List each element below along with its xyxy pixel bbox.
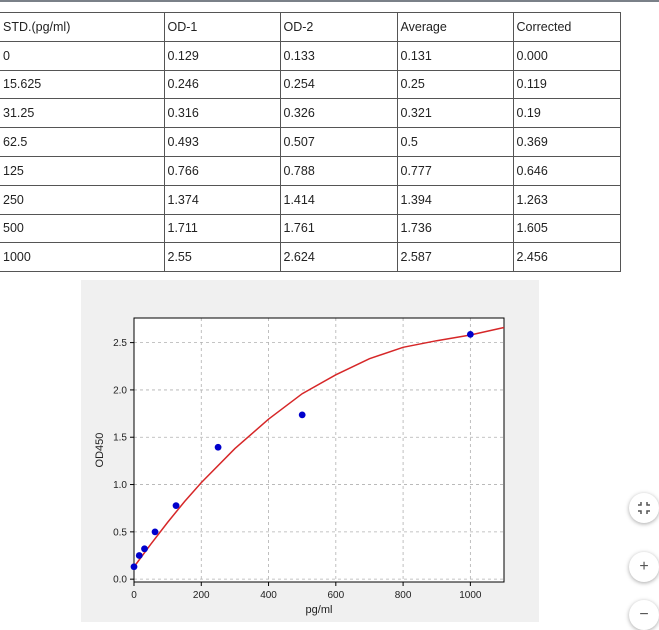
table-row: 250 1.374 1.414 1.394 1.263: [0, 184, 621, 215]
y-tick-label: 0.5: [113, 527, 127, 538]
standard-curve-chart: 0 200 400 600 800 1000 0.0 0.5 1.0 1.5 2.0 2.5 pg/ml…: [81, 280, 539, 622]
table-cell: 2.624: [279, 242, 398, 273]
table-cell: 0.119: [512, 69, 621, 100]
standard-curve-table: STD.(pg/ml) OD-1 OD-2 Average Corrected 0 0.12…: [0, 12, 621, 273]
table-cell: 62.5: [0, 127, 165, 157]
table-cell: 2.456: [512, 242, 621, 273]
x-tick-label: 200: [193, 590, 210, 601]
table-cell: 0.316: [163, 98, 281, 129]
table-cell: 0.25: [396, 69, 514, 100]
data-point: [298, 411, 306, 419]
table-cell: 0.788: [279, 155, 398, 186]
data-point: [214, 443, 222, 451]
table-cell: 1.394: [396, 184, 514, 215]
table-row: 1000 2.55 2.624 2.587 2.456: [0, 242, 621, 273]
x-tick-label: 600: [327, 590, 344, 601]
fit-to-page-icon: [638, 502, 650, 514]
table-cell: 0.19: [512, 98, 621, 129]
table-cell: 0.131: [396, 40, 514, 71]
x-tick-label: 800: [395, 590, 412, 601]
table-header-row: STD.(pg/ml) OD-1 OD-2 Average Corrected: [0, 12, 621, 42]
table-cell: 0.507: [279, 127, 398, 157]
x-tick-label: 400: [260, 590, 277, 601]
top-divider: [0, 0, 659, 2]
table-header-cell: Average: [396, 12, 514, 42]
table-row: 31.25 0.316 0.326 0.321 0.19: [0, 98, 621, 129]
table-cell: 15.625: [0, 69, 165, 100]
table-cell: 1.374: [163, 184, 281, 215]
table-cell: 250: [0, 184, 165, 215]
table-cell: 0.777: [396, 155, 514, 186]
table-cell: 0.766: [163, 155, 281, 186]
table-cell: 1.736: [396, 213, 514, 244]
fit-to-page-button[interactable]: [629, 493, 659, 523]
y-tick-label: 1.0: [113, 480, 127, 491]
y-axis-label: OD450: [94, 433, 106, 468]
table-header-cell: STD.(pg/ml): [0, 12, 165, 42]
table-row: 15.625 0.246 0.254 0.25 0.119: [0, 69, 621, 100]
zoom-in-button[interactable]: +: [629, 552, 659, 582]
x-tick-label: 0: [131, 590, 137, 601]
table-cell: 0.5: [396, 127, 514, 157]
table-cell: 500: [0, 213, 165, 244]
data-point: [141, 545, 148, 553]
table-header-cell: OD-1: [163, 12, 281, 42]
table-header-cell: OD-2: [279, 12, 398, 42]
table-cell: 1.263: [512, 184, 621, 215]
plot-frame: [133, 317, 505, 583]
chart-svg: 0 200 400 600 800 1000 0.0 0.5 1.0 1.5 2.0 2.5 pg/ml…: [94, 317, 505, 616]
fit-curve-line: [133, 326, 505, 568]
table-cell: 1.761: [279, 213, 398, 244]
table-cell: 0.254: [279, 69, 398, 100]
data-point: [172, 502, 180, 510]
y-tick-label: 1.5: [113, 433, 127, 444]
table-cell: 0.326: [279, 98, 398, 129]
table-cell: 1.711: [163, 213, 281, 244]
data-point: [135, 552, 143, 559]
table-cell: 0.369: [512, 127, 621, 157]
x-axis-label: pg/ml: [306, 604, 333, 616]
table-cell: 2.587: [396, 242, 514, 273]
table-cell: 0.646: [512, 155, 621, 186]
table-cell: 0: [0, 40, 165, 71]
data-point: [130, 563, 138, 571]
table-row: 125 0.766 0.788 0.777 0.646: [0, 155, 621, 186]
table-cell: 0.000: [512, 40, 621, 71]
data-point: [466, 330, 474, 338]
data-point: [151, 528, 159, 536]
x-tick-label: 1000: [459, 590, 482, 601]
table-cell: 1.605: [512, 213, 621, 244]
table-cell: 0.129: [163, 40, 281, 71]
table-cell: 0.321: [396, 98, 514, 129]
table-cell: 1.414: [279, 184, 398, 215]
table-cell: 0.133: [279, 40, 398, 71]
table-cell: 31.25: [0, 98, 165, 129]
table-header-cell: Corrected: [512, 12, 621, 42]
table-row: 62.5 0.493 0.507 0.5 0.369: [0, 127, 621, 157]
plot-area: [134, 318, 504, 582]
zoom-out-button[interactable]: −: [629, 600, 659, 630]
zoom-out-label: −: [639, 606, 649, 623]
table-row: 0 0.129 0.133 0.131 0.000: [0, 40, 621, 71]
zoom-in-label: +: [639, 558, 649, 575]
table-cell: 0.246: [163, 69, 281, 100]
y-tick-label: 2.0: [113, 385, 127, 396]
table-cell: 1000: [0, 242, 165, 273]
table-cell: 2.55: [163, 242, 281, 273]
table-cell: 0.493: [163, 127, 281, 157]
table-cell: 125: [0, 155, 165, 186]
y-tick-label: 2.5: [113, 338, 127, 349]
table-row: 500 1.711 1.761 1.736 1.605: [0, 213, 621, 244]
y-tick-label: 0.0: [113, 575, 127, 586]
